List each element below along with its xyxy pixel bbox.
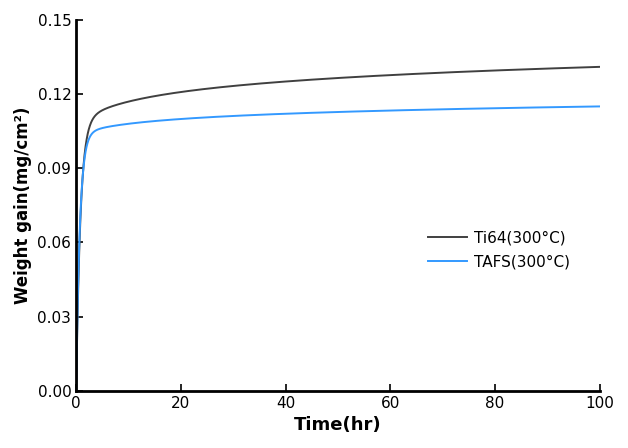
Line: Ti64(300°C): Ti64(300°C)	[76, 67, 600, 391]
TAFS(300°C)	[463, 106, 470, 112]
TAFS(300°C)	[386, 108, 394, 113]
Ti64(300°C)	[168, 90, 175, 96]
TAFS(300°C)	[503, 105, 511, 111]
TAFS(300°C)	[413, 107, 420, 112]
X-axis label: Time(hr): Time(hr)	[294, 416, 382, 434]
TAFS(300°C)	[168, 117, 175, 122]
Ti64(300°C)	[596, 64, 604, 69]
Ti64(300°C)	[503, 67, 511, 73]
TAFS(300°C)	[273, 112, 280, 117]
Ti64(300°C)	[72, 388, 80, 393]
Y-axis label: Weight gain(mg/cm²): Weight gain(mg/cm²)	[14, 107, 32, 304]
Legend: Ti64(300°C), TAFS(300°C): Ti64(300°C), TAFS(300°C)	[422, 224, 577, 276]
Ti64(300°C)	[413, 71, 420, 77]
TAFS(300°C)	[72, 388, 80, 393]
Line: TAFS(300°C): TAFS(300°C)	[76, 107, 600, 391]
Ti64(300°C)	[463, 69, 470, 74]
Ti64(300°C)	[386, 73, 394, 78]
Ti64(300°C)	[273, 80, 280, 85]
TAFS(300°C)	[596, 104, 604, 109]
